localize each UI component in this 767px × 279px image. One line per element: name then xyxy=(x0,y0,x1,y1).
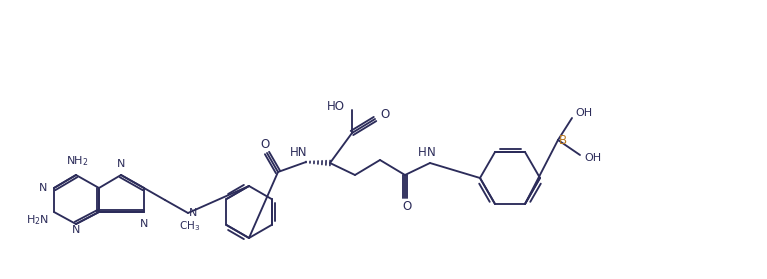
Text: HO: HO xyxy=(327,100,345,114)
Text: N: N xyxy=(38,183,47,193)
Text: N: N xyxy=(117,159,125,169)
Text: O: O xyxy=(380,107,390,121)
Text: CH$_3$: CH$_3$ xyxy=(179,219,201,233)
Text: O: O xyxy=(403,201,412,213)
Text: NH$_2$: NH$_2$ xyxy=(66,154,88,168)
Text: H: H xyxy=(417,146,426,160)
Text: OH: OH xyxy=(575,108,593,118)
Text: N: N xyxy=(72,225,81,235)
Text: N: N xyxy=(426,146,436,160)
Text: B: B xyxy=(559,133,567,146)
Text: HN: HN xyxy=(290,146,308,158)
Text: N: N xyxy=(189,208,197,218)
Text: O: O xyxy=(260,138,270,151)
Text: H$_2$N: H$_2$N xyxy=(25,213,48,227)
Text: N: N xyxy=(140,219,148,229)
Text: OH: OH xyxy=(584,153,601,163)
